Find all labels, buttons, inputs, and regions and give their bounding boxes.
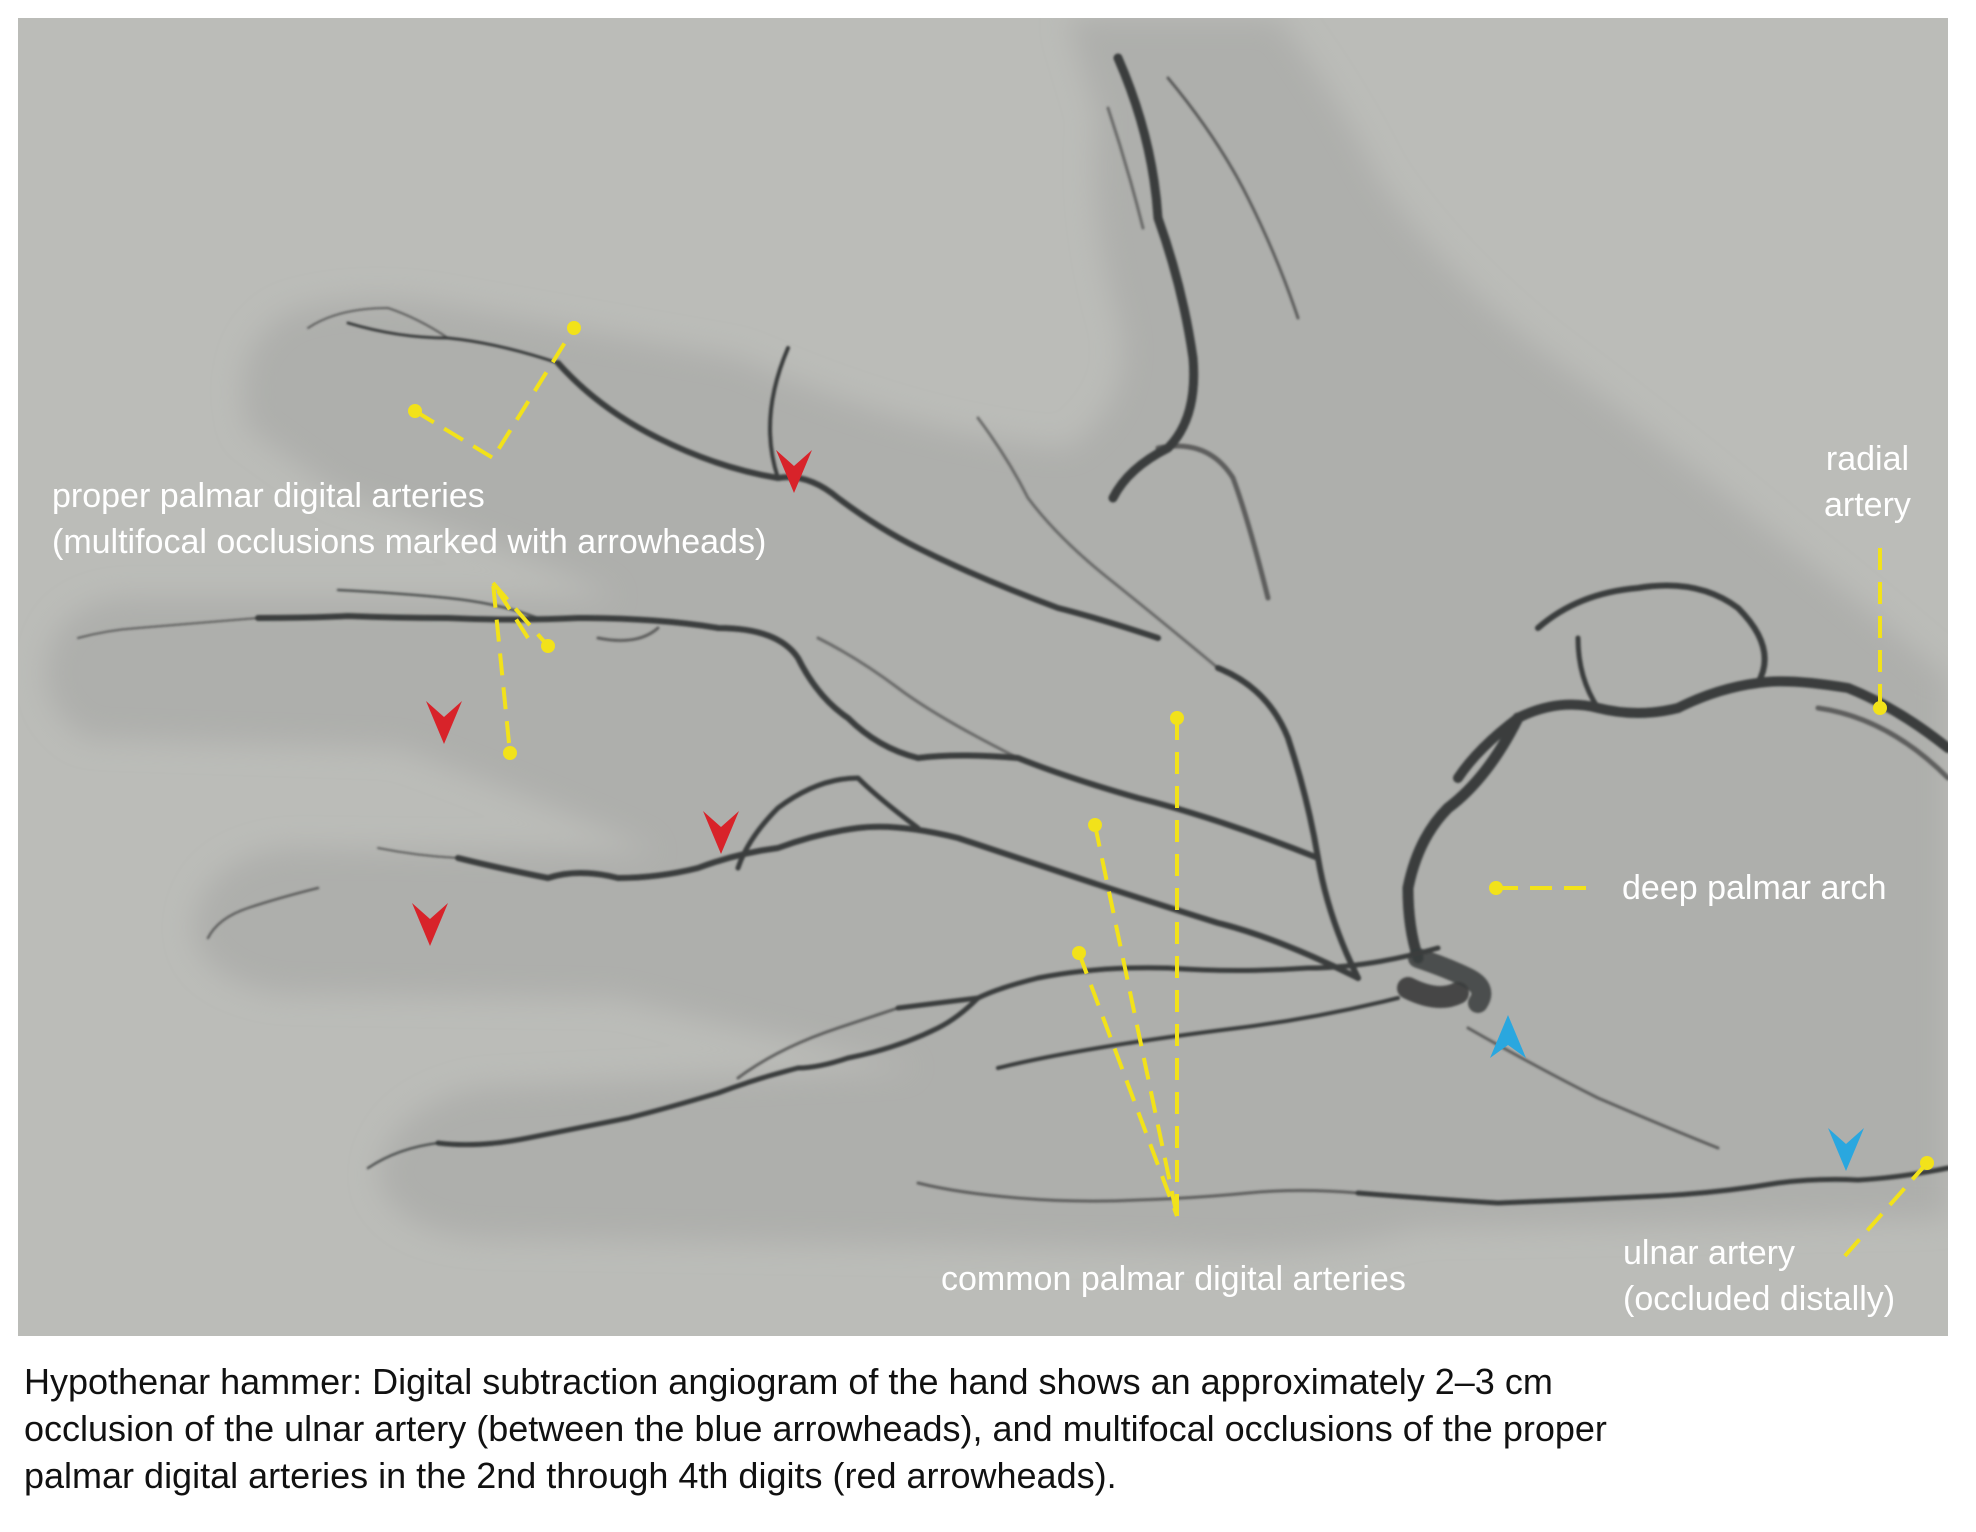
caption-line-2: occlusion of the ulnar artery (between t… bbox=[24, 1408, 1607, 1449]
label-common-palmar: common palmar digital arteries bbox=[941, 1256, 1406, 1302]
red-arrowhead-icon bbox=[776, 450, 812, 493]
label-radial-artery: radial artery bbox=[1824, 436, 1911, 528]
blue-arrowheads bbox=[1490, 1015, 1864, 1171]
leader-ulnar bbox=[1841, 1161, 1929, 1260]
label-deep-arch-text: deep palmar arch bbox=[1622, 869, 1887, 907]
label-ulnar-line2: (occluded distally) bbox=[1623, 1280, 1896, 1318]
leader-proper-middle bbox=[491, 581, 530, 754]
arterial-tree bbox=[77, 53, 1948, 1206]
label-common-text: common palmar digital arteries bbox=[941, 1260, 1406, 1298]
hand-soft-tissue bbox=[46, 18, 1948, 1251]
angiogram-figure: proper palmar digital arteries (multifoc… bbox=[18, 18, 1948, 1336]
label-ulnar-line1: ulnar artery bbox=[1623, 1234, 1795, 1272]
red-arrowhead-icon bbox=[703, 811, 739, 854]
red-arrowhead-icon bbox=[426, 701, 462, 744]
label-radial-line2: artery bbox=[1824, 486, 1911, 524]
leader-proper-branch bbox=[491, 581, 550, 648]
angiogram-image bbox=[18, 18, 1948, 1336]
caption-line-1: Hypothenar hammer: Digital subtraction a… bbox=[24, 1361, 1553, 1402]
label-proper-line1: proper palmar digital arteries bbox=[52, 477, 485, 515]
leader-dots bbox=[408, 321, 1934, 1170]
label-proper-palmar: proper palmar digital arteries (multifoc… bbox=[52, 473, 766, 565]
caption-line-3: palmar digital arteries in the 2nd throu… bbox=[24, 1455, 1117, 1496]
leader-lines bbox=[413, 326, 1929, 1260]
red-arrowheads bbox=[412, 450, 812, 946]
red-arrowhead-icon bbox=[412, 903, 448, 946]
label-deep-palmar-arch: deep palmar arch bbox=[1622, 865, 1887, 911]
figure-caption: Hypothenar hammer: Digital subtraction a… bbox=[24, 1358, 1954, 1499]
label-ulnar-artery: ulnar artery (occluded distally) bbox=[1623, 1230, 1895, 1322]
label-radial-line1: radial bbox=[1825, 440, 1910, 478]
leader-common-3 bbox=[1077, 952, 1179, 1217]
blue-arrowhead-down-icon bbox=[1828, 1128, 1864, 1171]
blue-arrowhead-up-icon bbox=[1490, 1015, 1526, 1058]
label-proper-line2: (multifocal occlusions marked with arrow… bbox=[52, 523, 767, 561]
